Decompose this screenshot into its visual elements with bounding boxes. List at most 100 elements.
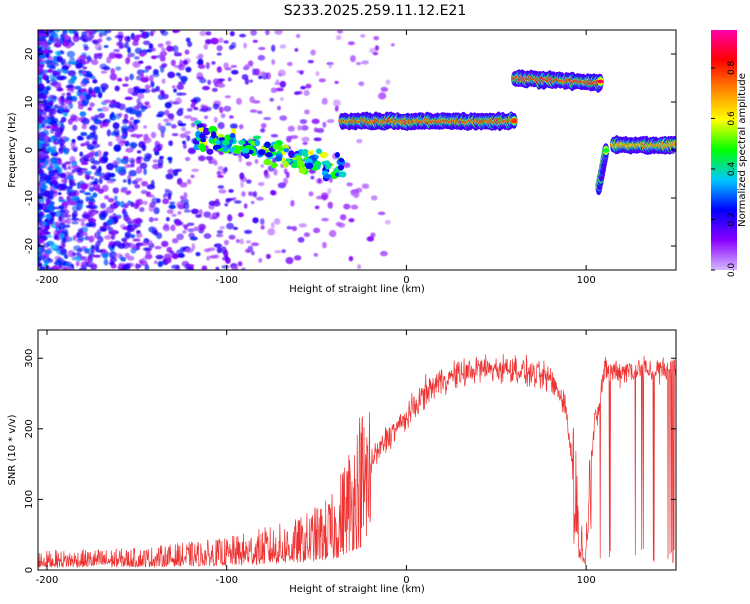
noise-blob (246, 179, 252, 184)
noise-blob (164, 109, 170, 116)
noise-blob (83, 248, 89, 252)
noise-blob (79, 151, 84, 157)
noise-blob (228, 45, 234, 51)
spectrogram-y-tick-label: -10 (24, 190, 35, 206)
noise-blob (168, 140, 173, 147)
noise-blob (356, 138, 363, 144)
noise-blob (52, 70, 61, 76)
noise-blob (77, 199, 84, 205)
noise-blob (70, 114, 77, 121)
noise-blob (50, 201, 55, 205)
signal-blob (338, 157, 345, 163)
noise-blob (239, 238, 244, 245)
noise-blob (38, 132, 46, 138)
noise-blob (169, 201, 176, 205)
signal-blob (311, 166, 318, 171)
noise-blob (260, 218, 265, 226)
noise-blob (96, 38, 103, 43)
noise-blob (82, 38, 89, 43)
noise-blob (129, 73, 134, 81)
noise-blob (154, 150, 160, 156)
noise-blob (94, 43, 102, 51)
noise-blob (126, 226, 135, 233)
noise-blob (187, 147, 197, 155)
noise-blob (243, 42, 247, 49)
noise-blob (258, 75, 263, 80)
noise-blob (89, 76, 96, 80)
noise-blob (61, 65, 70, 71)
signal-blob (229, 132, 236, 139)
noise-blob (305, 83, 312, 89)
noise-blob (110, 68, 116, 75)
noise-blob (87, 107, 93, 111)
noise-blob (150, 55, 157, 60)
noise-blob (100, 70, 108, 74)
noise-blob (212, 103, 220, 110)
noise-blob (108, 52, 117, 59)
noise-blob (229, 123, 238, 129)
noise-blob (87, 37, 92, 42)
noise-blob (66, 195, 72, 203)
noise-blob (132, 238, 141, 242)
noise-blob (378, 92, 387, 100)
noise-blob (157, 260, 164, 268)
noise-blob (135, 34, 144, 38)
noise-blob (270, 87, 278, 94)
noise-blob (46, 69, 54, 74)
noise-blob (79, 183, 89, 191)
signal-segment (609, 135, 676, 155)
noise-blob (80, 256, 86, 261)
noise-blob (56, 50, 62, 57)
noise-blob (38, 203, 43, 211)
noise-blob (41, 69, 48, 75)
noise-blob (143, 168, 147, 176)
noise-blob (89, 125, 98, 131)
noise-blob (38, 115, 44, 122)
noise-blob (285, 171, 290, 179)
noise-blob (74, 167, 82, 173)
noise-blob (41, 143, 50, 148)
noise-blob (184, 49, 190, 55)
noise-blob (57, 166, 63, 174)
noise-blob (152, 159, 158, 163)
noise-blob (66, 188, 75, 192)
noise-blob (190, 117, 198, 122)
noise-blob (223, 166, 228, 173)
signal-blob (270, 162, 278, 169)
noise-blob (286, 135, 292, 143)
noise-blob (130, 133, 139, 138)
noise-blob (38, 53, 41, 57)
noise-blob (45, 125, 52, 129)
noise-blob (81, 78, 88, 86)
noise-blob (167, 192, 172, 201)
noise-blob (179, 246, 187, 252)
noise-blob (215, 198, 220, 204)
noise-blob (335, 221, 342, 227)
noise-blob (92, 254, 101, 258)
noise-blob (224, 95, 231, 99)
noise-blob (122, 179, 127, 183)
noise-blob (171, 264, 180, 270)
signal-blob (199, 144, 207, 152)
noise-blob (59, 213, 65, 220)
noise-blob (95, 88, 101, 94)
noise-blob (38, 102, 43, 109)
noise-blob (108, 218, 114, 226)
noise-blob (60, 178, 67, 184)
noise-blob (245, 240, 252, 244)
noise-blob (297, 237, 305, 243)
noise-blob (71, 217, 80, 221)
noise-blob (183, 115, 193, 119)
noise-blob (185, 156, 191, 162)
colorbar-tick-label: 0.4 (727, 162, 737, 177)
noise-blob (38, 140, 46, 144)
noise-blob (62, 30, 68, 35)
noise-blob (320, 192, 329, 200)
signal-blob (228, 138, 235, 144)
noise-blob (64, 224, 71, 228)
noise-blob (100, 227, 107, 232)
noise-blob (39, 228, 44, 236)
noise-blob (267, 228, 276, 236)
noise-blob (120, 188, 127, 193)
